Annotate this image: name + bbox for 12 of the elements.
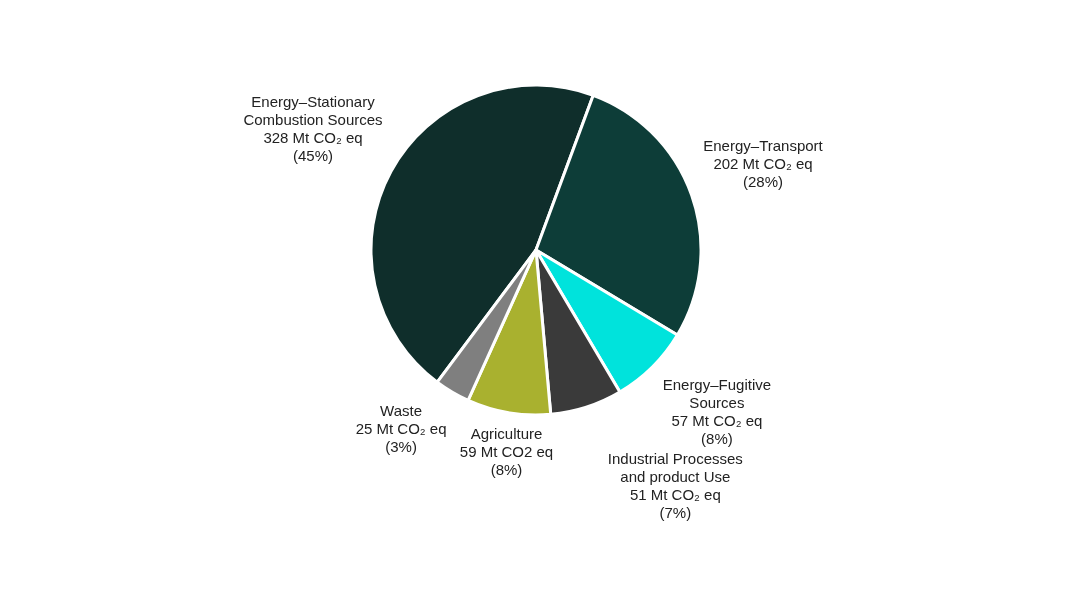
data-label: 202 Mt CO₂ eq (28%) bbox=[713, 155, 813, 191]
slice-label: Industrial Processes and product Use bbox=[607, 449, 743, 485]
data-label: 51 Mt CO₂ eq (7%) bbox=[629, 485, 721, 521]
slice-label: Energy–Fugitive Sources bbox=[662, 375, 772, 411]
data-label: 328 Mt CO₂ eq (45%) bbox=[263, 129, 363, 165]
slice-label: Agriculture bbox=[470, 424, 543, 442]
data-label: 59 Mt CO2 eq (8%) bbox=[459, 442, 554, 478]
slice-label: Energy–Stationary Combustion Sources bbox=[243, 93, 383, 129]
slice-label: Energy–Transport bbox=[703, 137, 824, 155]
data-label: 25 Mt CO₂ eq (3%) bbox=[355, 420, 447, 456]
data-label: 57 Mt CO₂ eq (8%) bbox=[671, 411, 763, 447]
slice-label: Waste bbox=[380, 402, 423, 420]
